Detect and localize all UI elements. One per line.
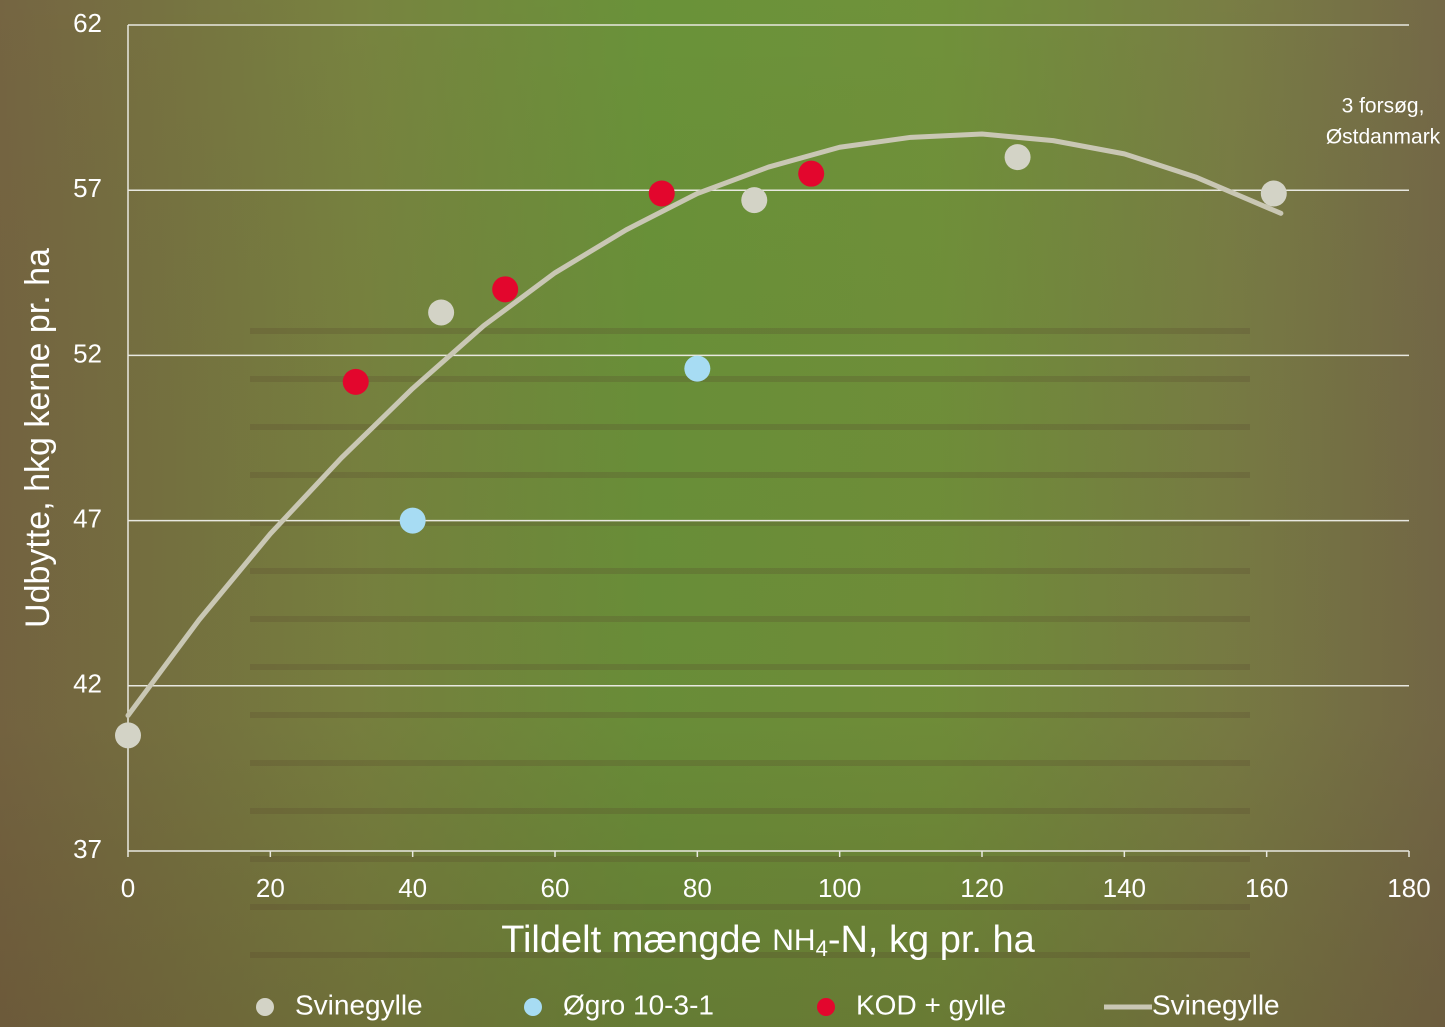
- x-tick-label: 60: [541, 873, 570, 903]
- point: [399, 507, 426, 534]
- point: [648, 180, 675, 207]
- x-tick-label: 180: [1387, 873, 1430, 903]
- legend-label: Svinegylle: [1152, 989, 1280, 1020]
- point: [684, 355, 711, 382]
- point: [798, 160, 825, 187]
- point: [1004, 144, 1031, 171]
- point: [115, 722, 141, 749]
- point: [741, 187, 768, 214]
- point: [342, 368, 369, 395]
- plot: 37 42 47 52 57 62 0 20 40 60 80 100 120 140 160 180 Svin…: [73, 8, 1431, 1021]
- x-label-part: Tildelt mængde: [501, 919, 772, 961]
- trend-line: [125, 131, 1284, 719]
- y-axis-label: Udbytte, hkg kerne pr. ha: [19, 248, 57, 628]
- x-label-part: NH: [772, 924, 815, 957]
- annotation: 3 forsøg,: [1342, 95, 1425, 118]
- y-tick-label: 57: [73, 173, 102, 203]
- y-tick-label: 62: [73, 8, 102, 38]
- point: [492, 276, 519, 303]
- x-tick-label: 40: [398, 873, 427, 903]
- x-tick-label: 160: [1245, 873, 1288, 903]
- legend-label: KOD + gylle: [856, 989, 1006, 1020]
- legend-label: Svinegylle: [295, 989, 423, 1020]
- x-label-subscript: 4: [816, 936, 828, 961]
- point: [1260, 180, 1287, 207]
- legend-swatch: [256, 998, 274, 1016]
- legend-label: Øgro 10-3-1: [563, 989, 714, 1020]
- x-tick-label: 0: [121, 873, 135, 903]
- legend-swatch: [817, 998, 835, 1016]
- x-tick-label: 100: [818, 873, 861, 903]
- x-tick-label: 120: [960, 873, 1003, 903]
- x-tick-label: 20: [256, 873, 285, 903]
- y-tick-label: 52: [73, 338, 102, 368]
- x-axis-label: Tildelt mængde NH4-N, kg pr. ha: [501, 919, 1035, 961]
- y-tick-label: 37: [73, 834, 102, 864]
- y-tick-label: 47: [73, 503, 102, 533]
- legend-swatch: [524, 998, 542, 1016]
- annotation: Østdanmark: [1326, 126, 1441, 149]
- x-tick-label: 140: [1103, 873, 1146, 903]
- x-tick-label: 80: [683, 873, 712, 903]
- x-label-part: -N, kg pr. ha: [828, 919, 1036, 961]
- point: [428, 299, 455, 326]
- y-tick-label: 42: [73, 669, 102, 699]
